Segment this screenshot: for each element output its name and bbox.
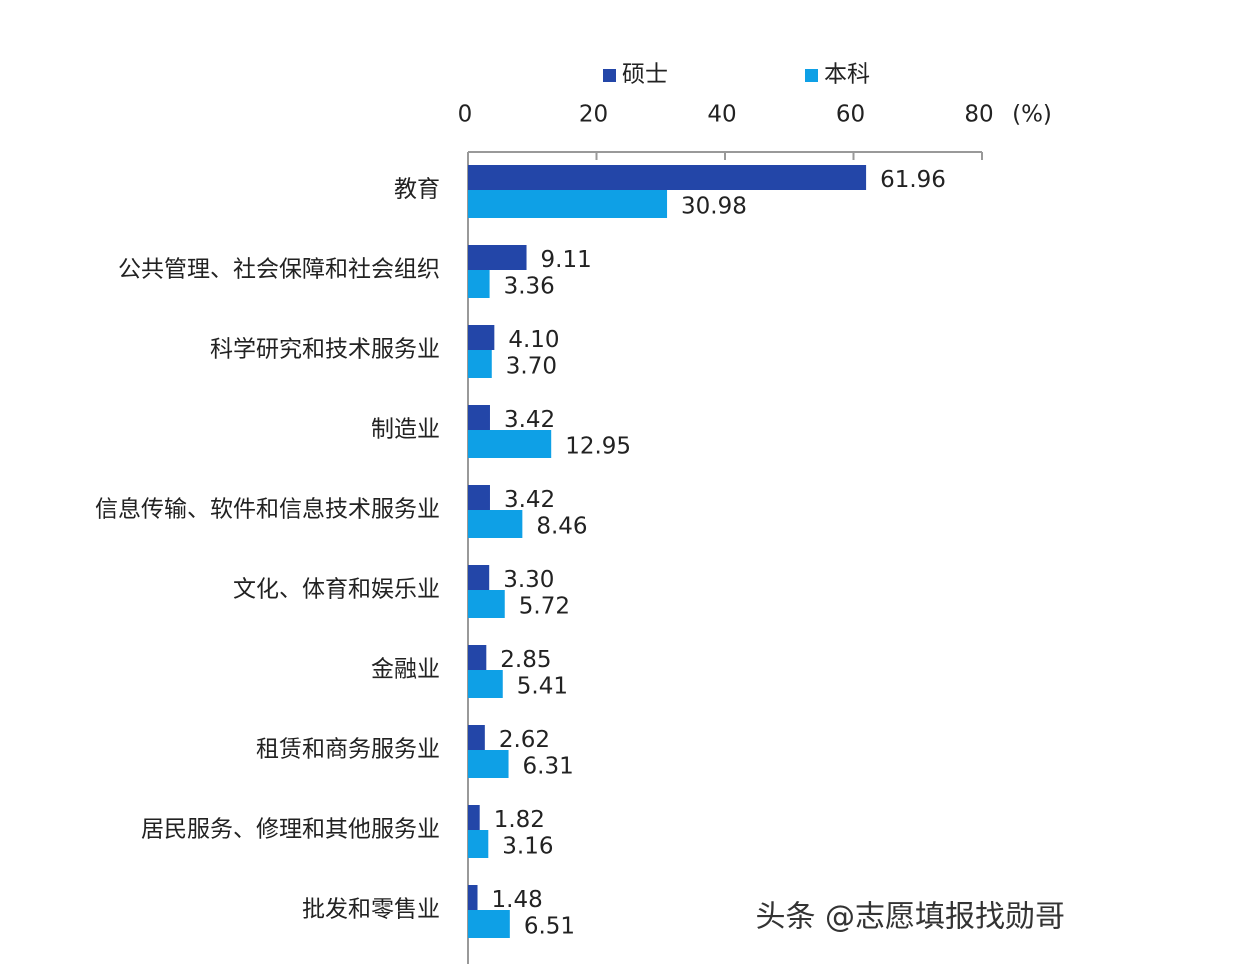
y-tick-label: 批发和零售业: [302, 897, 440, 923]
data-label: 2.62: [499, 727, 550, 753]
data-label: 3.42: [504, 407, 555, 433]
y-tick-label: 租赁和商务服务业: [256, 737, 440, 763]
data-label: 4.10: [508, 327, 559, 353]
y-tick-label: 科学研究和技术服务业: [210, 337, 440, 363]
bar: [468, 245, 527, 270]
data-label: 3.36: [504, 274, 555, 300]
bar: [468, 645, 487, 670]
bar: [468, 725, 485, 750]
legend-swatch: [805, 69, 818, 82]
y-tick-label: 制造业: [371, 417, 440, 443]
data-label: 6.51: [524, 914, 575, 940]
y-tick-label: 公共管理、社会保障和社会组织: [118, 257, 440, 283]
data-label: 3.30: [503, 567, 554, 593]
bar: [468, 885, 478, 910]
bar: [468, 565, 490, 590]
y-tick-label: 教育: [394, 177, 440, 203]
x-axis-unit: (%): [1012, 102, 1052, 128]
data-label: 5.41: [517, 674, 568, 700]
data-label: 1.82: [494, 807, 545, 833]
bar: [468, 430, 552, 458]
x-tick-label: 40: [707, 102, 736, 128]
x-tick-label: 0: [458, 102, 473, 128]
data-label: 12.95: [565, 434, 631, 460]
bar: [468, 270, 490, 298]
data-label: 3.42: [504, 487, 555, 513]
x-tick-label: 60: [836, 102, 865, 128]
bar: [468, 830, 489, 858]
bar: [468, 165, 867, 190]
data-label: 6.31: [523, 754, 574, 780]
legend-label: 本科: [824, 62, 870, 88]
bar: [468, 350, 492, 378]
data-label: 1.48: [492, 887, 543, 913]
bar: [468, 325, 495, 350]
bar: [468, 910, 510, 938]
bar: [468, 670, 503, 698]
data-label: 3.16: [502, 834, 553, 860]
bar: [468, 485, 490, 510]
bar: [468, 510, 523, 538]
watermark: 头条 @志愿填报找勋哥: [755, 900, 1065, 935]
bar: [468, 590, 505, 618]
y-tick-label: 金融业: [371, 657, 440, 683]
data-label: 3.70: [506, 354, 557, 380]
legend-label: 硕士: [622, 62, 668, 88]
data-label: 9.11: [541, 247, 592, 273]
data-label: 8.46: [536, 514, 587, 540]
bar: [468, 750, 509, 778]
y-tick-label: 信息传输、软件和信息技术服务业: [95, 497, 440, 523]
data-label: 5.72: [519, 594, 570, 620]
bar: [468, 805, 480, 830]
bar: [468, 190, 668, 218]
y-tick-label: 居民服务、修理和其他服务业: [141, 817, 440, 843]
bar: [468, 405, 490, 430]
data-label: 61.96: [880, 167, 946, 193]
data-label: 2.85: [500, 647, 551, 673]
legend-swatch: [603, 69, 616, 82]
x-tick-label: 20: [579, 102, 608, 128]
data-label: 30.98: [681, 194, 747, 220]
y-tick-label: 文化、体育和娱乐业: [233, 577, 440, 603]
x-tick-label: 80: [964, 102, 993, 128]
